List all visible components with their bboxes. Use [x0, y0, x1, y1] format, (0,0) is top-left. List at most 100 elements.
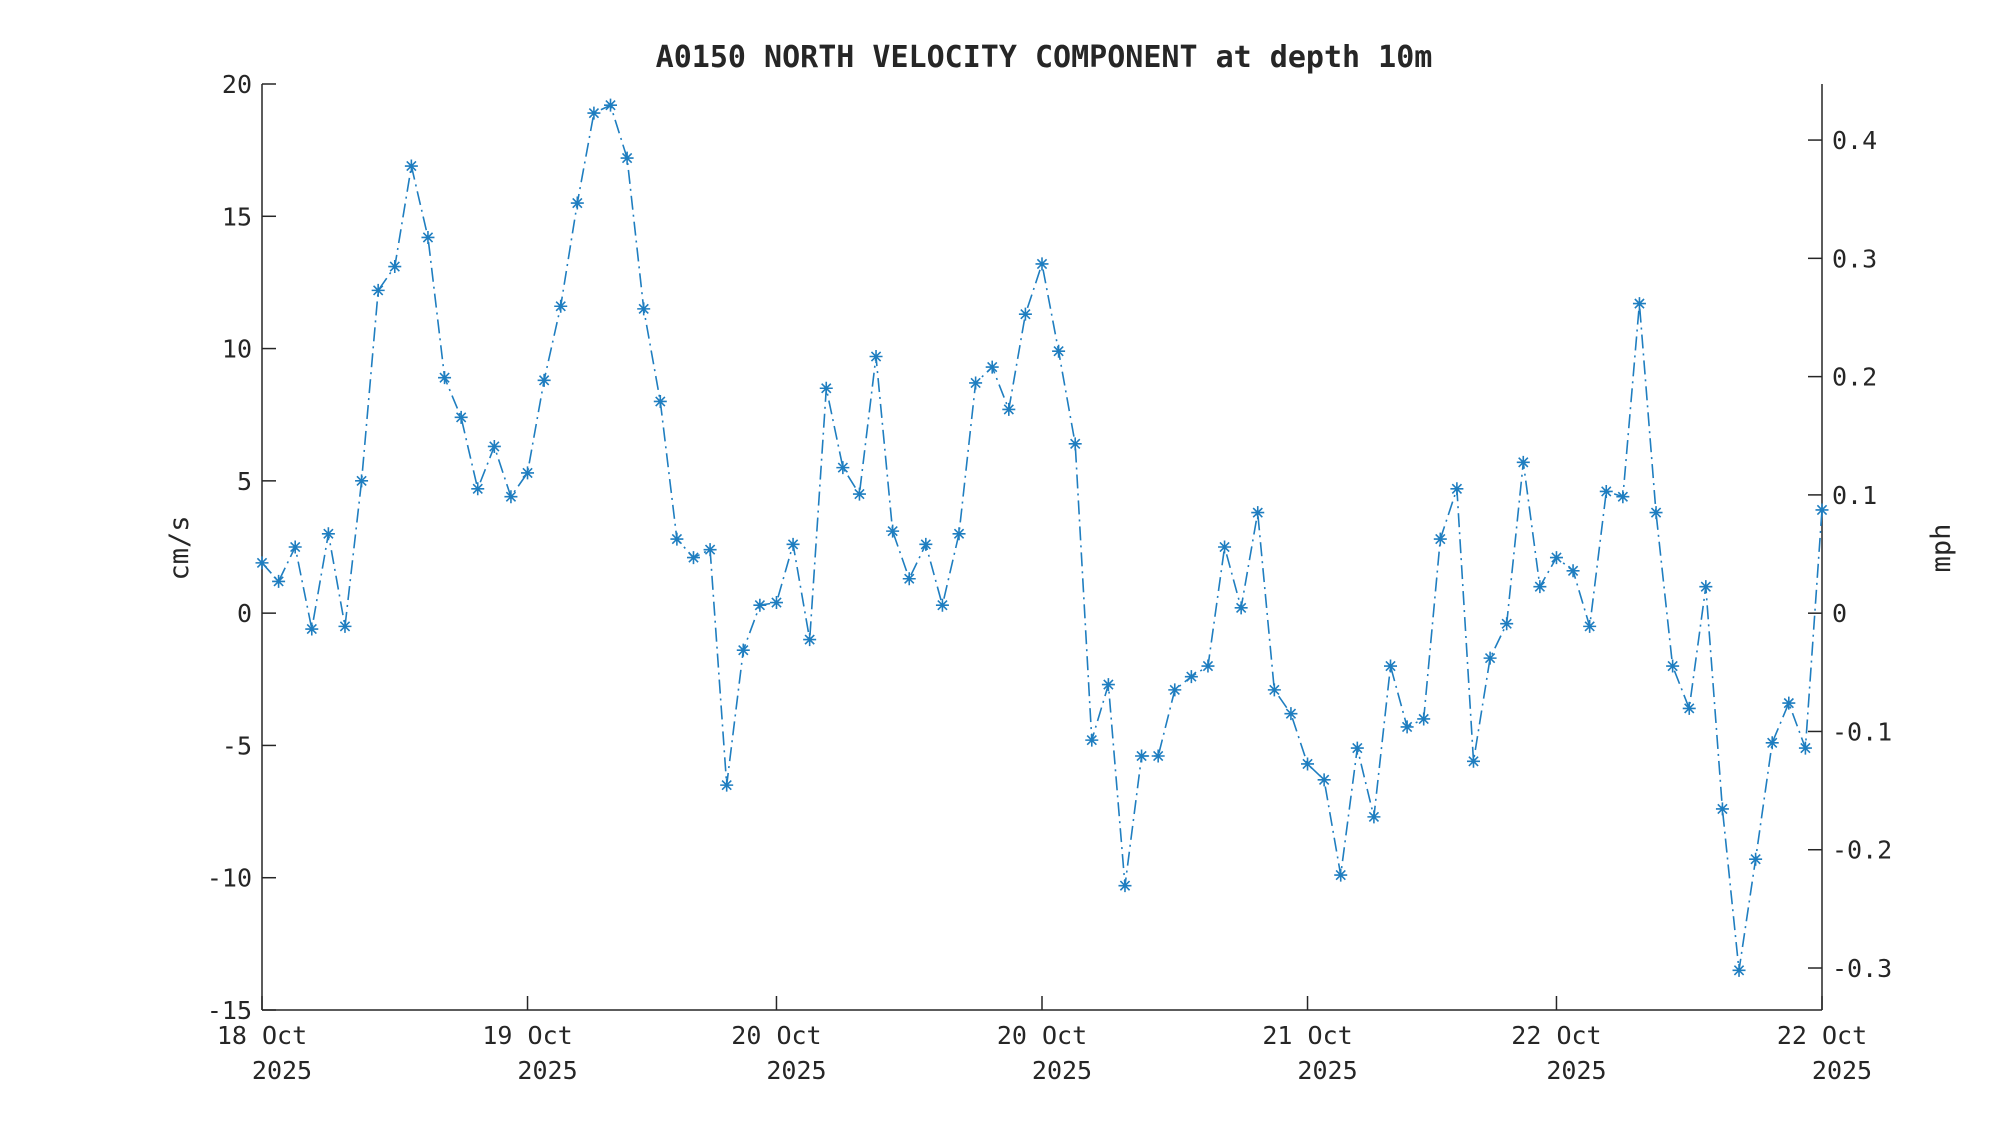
y-tick-label-right-7: -0.3 — [1832, 954, 1892, 983]
data-point-29 — [736, 643, 750, 657]
data-point-78 — [1549, 551, 1563, 565]
x-tick-label-year-1: 2025 — [517, 1056, 577, 1085]
x-tick-label-year-4: 2025 — [1297, 1056, 1357, 1085]
y-tick-label-left-0: 20 — [222, 70, 252, 99]
data-point-58 — [1218, 540, 1232, 554]
data-point-2 — [288, 540, 302, 554]
data-point-77 — [1533, 580, 1547, 594]
data-point-31 — [769, 596, 783, 610]
data-point-79 — [1566, 564, 1580, 578]
data-point-83 — [1632, 297, 1646, 311]
x-tick-label-3: 20 Oct — [997, 1021, 1087, 1050]
y-tick-label-right-1: 0.3 — [1832, 244, 1877, 273]
plot-area — [255, 98, 1829, 977]
data-point-14 — [487, 439, 501, 453]
y-axis-label-right: mph — [1926, 524, 1957, 573]
data-point-32 — [786, 537, 800, 551]
data-point-68 — [1384, 659, 1398, 673]
y-tick-label-right-3: 0.1 — [1832, 481, 1877, 510]
x-tick-label-year-5: 2025 — [1546, 1056, 1606, 1085]
data-point-91 — [1765, 736, 1779, 750]
data-point-21 — [604, 98, 618, 112]
data-point-1 — [272, 574, 286, 588]
data-point-8 — [388, 260, 402, 274]
data-point-9 — [404, 159, 418, 173]
data-point-93 — [1798, 741, 1812, 755]
data-point-73 — [1466, 754, 1480, 768]
data-point-84 — [1649, 506, 1663, 520]
data-point-42 — [952, 527, 966, 541]
data-point-57 — [1201, 659, 1215, 673]
data-point-56 — [1184, 670, 1198, 684]
data-point-89 — [1732, 963, 1746, 977]
data-point-85 — [1666, 659, 1680, 673]
data-point-66 — [1350, 741, 1364, 755]
data-point-76 — [1516, 455, 1530, 469]
axes: 20 15 10 5 0 -5 -10 -15 0.4 0.3 0.2 0.1 0 -0.1 -0.2 -0.… — [207, 70, 1892, 1085]
y-tick-label-left-6: -10 — [207, 864, 252, 893]
data-point-69 — [1400, 720, 1414, 734]
y-tick-label-right-5: -0.1 — [1832, 717, 1892, 746]
data-point-45 — [1002, 402, 1016, 416]
data-point-28 — [720, 778, 734, 792]
data-point-38 — [886, 524, 900, 538]
x-tick-label-year-6: 2025 — [1812, 1056, 1872, 1085]
data-point-70 — [1417, 712, 1431, 726]
data-point-26 — [686, 551, 700, 565]
x-tick-label-year-3: 2025 — [1032, 1056, 1092, 1085]
data-point-88 — [1715, 802, 1729, 816]
data-point-54 — [1151, 749, 1165, 763]
data-point-46 — [1018, 307, 1032, 321]
data-point-74 — [1483, 651, 1497, 665]
data-point-71 — [1433, 532, 1447, 546]
data-point-34 — [819, 381, 833, 395]
data-point-48 — [1052, 344, 1066, 358]
y-tick-label-left-4: 0 — [237, 599, 252, 628]
y-tick-label-left-7: -15 — [207, 996, 252, 1025]
data-point-86 — [1682, 701, 1696, 715]
data-point-94 — [1815, 503, 1829, 517]
data-point-40 — [919, 537, 933, 551]
data-point-67 — [1367, 810, 1381, 824]
y-axis-label-left: cm/s — [164, 515, 195, 580]
data-point-59 — [1234, 601, 1248, 615]
series-line-0 — [261, 104, 1823, 971]
data-point-44 — [985, 360, 999, 374]
data-point-72 — [1450, 482, 1464, 496]
data-point-43 — [969, 376, 983, 390]
data-point-5 — [338, 619, 352, 633]
x-tick-label-6: 22 Oct — [1777, 1021, 1867, 1050]
data-point-20 — [587, 106, 601, 120]
x-tick-label-5: 22 Oct — [1511, 1021, 1601, 1050]
data-point-64 — [1317, 773, 1331, 787]
data-point-63 — [1301, 757, 1315, 771]
x-tick-label-year-0: 2025 — [252, 1056, 312, 1085]
data-point-55 — [1168, 683, 1182, 697]
data-point-11 — [438, 371, 452, 385]
data-point-52 — [1118, 879, 1132, 893]
x-tick-label-2: 20 Oct — [731, 1021, 821, 1050]
data-point-25 — [670, 532, 684, 546]
data-point-82 — [1616, 490, 1630, 504]
x-tick-label-0: 18 Oct — [217, 1021, 307, 1050]
data-point-24 — [653, 394, 667, 408]
data-point-16 — [521, 466, 535, 480]
data-point-27 — [703, 543, 717, 557]
y-tick-label-right-2: 0.2 — [1832, 363, 1877, 392]
data-point-37 — [869, 350, 883, 364]
data-point-13 — [471, 482, 485, 496]
data-point-36 — [852, 487, 866, 501]
data-point-12 — [454, 410, 468, 424]
data-point-62 — [1284, 707, 1298, 721]
x-tick-label-1: 19 Oct — [482, 1021, 572, 1050]
data-point-50 — [1085, 733, 1099, 747]
data-point-39 — [902, 572, 916, 586]
data-point-53 — [1135, 749, 1149, 763]
y-tick-label-left-5: -5 — [222, 731, 252, 760]
y-tick-label-left-2: 10 — [222, 335, 252, 364]
data-point-23 — [637, 302, 651, 316]
data-point-65 — [1334, 868, 1348, 882]
data-point-47 — [1035, 257, 1049, 271]
chart-title: A0150 NORTH VELOCITY COMPONENT at depth … — [656, 40, 1433, 75]
